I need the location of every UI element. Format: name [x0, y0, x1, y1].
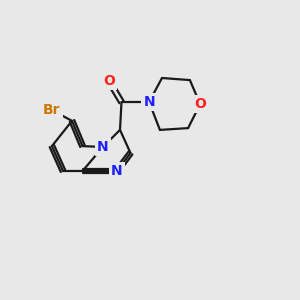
Text: N: N	[111, 164, 123, 178]
Text: N: N	[143, 95, 155, 109]
Text: O: O	[194, 97, 206, 111]
Text: Br: Br	[43, 103, 61, 117]
Text: N: N	[97, 140, 109, 154]
Text: O: O	[103, 74, 115, 88]
